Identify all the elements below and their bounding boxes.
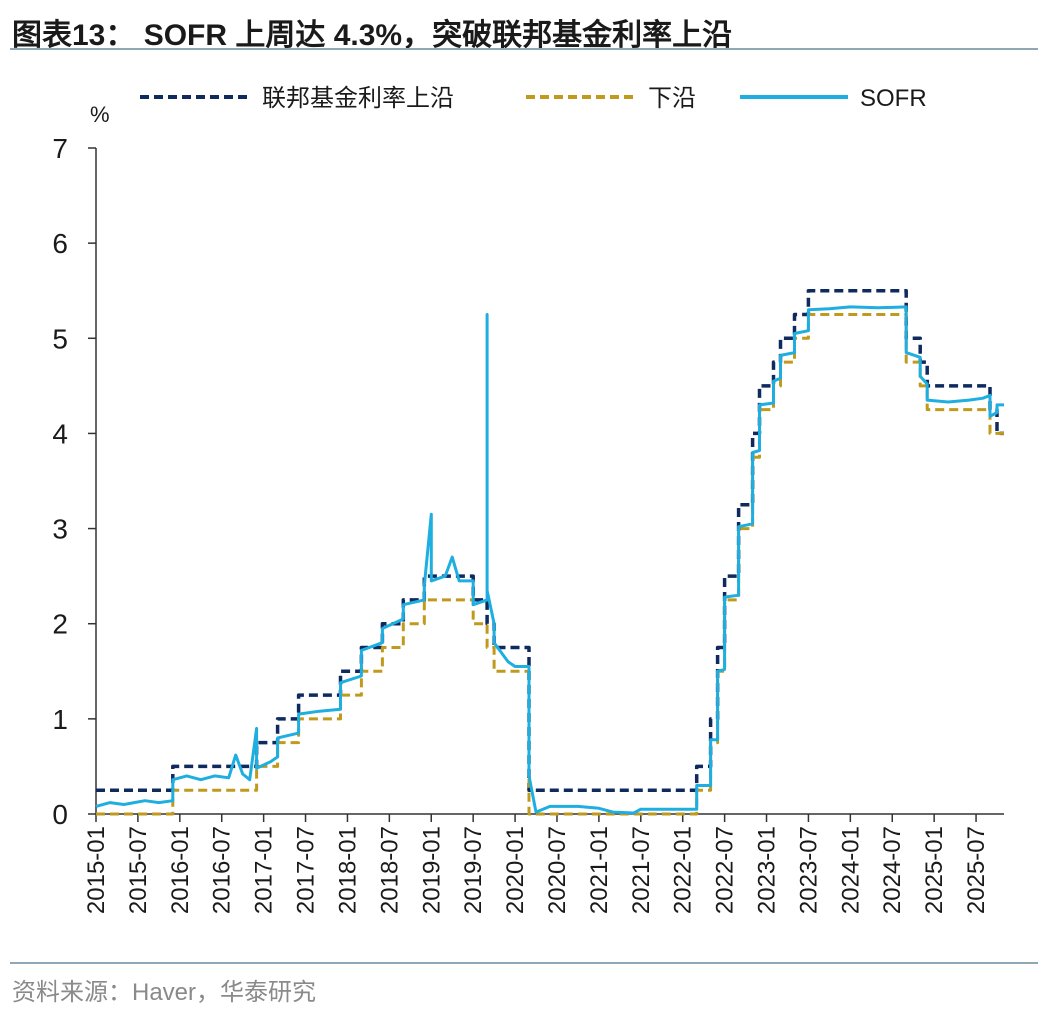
x-tick-label: 2017-07 bbox=[293, 826, 320, 914]
x-tick-label: 2025-01 bbox=[921, 826, 948, 914]
x-tick-label: 2020-07 bbox=[544, 826, 571, 914]
legend: 联邦基金利率上沿 下沿 SOFR bbox=[140, 85, 927, 112]
legend-label-lower: 下沿 bbox=[648, 85, 696, 112]
x-tick-label: 2024-07 bbox=[879, 826, 906, 914]
x-ticks: 2015-01 2015-07 2016-01 2016-07 2017-01 2017-… bbox=[83, 814, 990, 914]
series-lines bbox=[95, 288, 1004, 816]
x-tick-label: 2019-01 bbox=[418, 826, 445, 914]
x-tick-label: 2016-01 bbox=[167, 826, 194, 914]
source-note: 资料来源：Haver，华泰研究 bbox=[12, 979, 317, 1006]
x-tick-label: 2019-07 bbox=[460, 826, 487, 914]
x-tick-label: 2021-07 bbox=[628, 826, 655, 914]
series-lower-bound bbox=[96, 313, 1004, 816]
title-divider bbox=[10, 48, 1038, 50]
x-tick-label: 2015-01 bbox=[83, 826, 110, 914]
x-tick-label: 2018-01 bbox=[334, 826, 361, 914]
legend-label-upper: 联邦基金利率上沿 bbox=[262, 85, 454, 112]
x-tick-label: 2018-07 bbox=[376, 826, 403, 914]
x-tick-label: 2020-01 bbox=[502, 826, 529, 914]
series-sofr bbox=[95, 305, 1004, 815]
y-tick-label: 7 bbox=[52, 133, 68, 164]
series-upper-bound bbox=[96, 288, 1004, 792]
y-tick-label: 3 bbox=[52, 514, 68, 545]
legend-label-sofr: SOFR bbox=[860, 85, 927, 112]
y-tick-label: 1 bbox=[52, 704, 68, 735]
x-tick-label: 2021-01 bbox=[586, 826, 613, 914]
source-divider bbox=[10, 962, 1038, 964]
x-tick-label: 2015-07 bbox=[125, 826, 152, 914]
y-tick-label: 6 bbox=[52, 228, 68, 259]
x-tick-label: 2016-07 bbox=[209, 826, 236, 914]
x-tick-label: 2022-01 bbox=[670, 826, 697, 914]
y-tick-label: 0 bbox=[52, 799, 68, 830]
y-ticks: 0 1 2 3 4 5 6 7 bbox=[52, 133, 96, 830]
y-tick-label: 2 bbox=[52, 609, 68, 640]
x-tick-label: 2024-01 bbox=[837, 826, 864, 914]
x-tick-label: 2023-07 bbox=[795, 826, 822, 914]
y-tick-label: 5 bbox=[52, 323, 68, 354]
x-tick-label: 2023-01 bbox=[754, 826, 781, 914]
x-tick-label: 2025-07 bbox=[963, 826, 990, 914]
y-tick-label: 4 bbox=[52, 418, 68, 449]
y-axis-unit: % bbox=[90, 102, 110, 127]
figure-title: 图表13： SOFR 上周达 4.3%，突破联邦基金利率上沿 bbox=[12, 19, 733, 52]
x-tick-label: 2022-07 bbox=[712, 826, 739, 914]
x-tick-label: 2017-01 bbox=[251, 826, 278, 914]
